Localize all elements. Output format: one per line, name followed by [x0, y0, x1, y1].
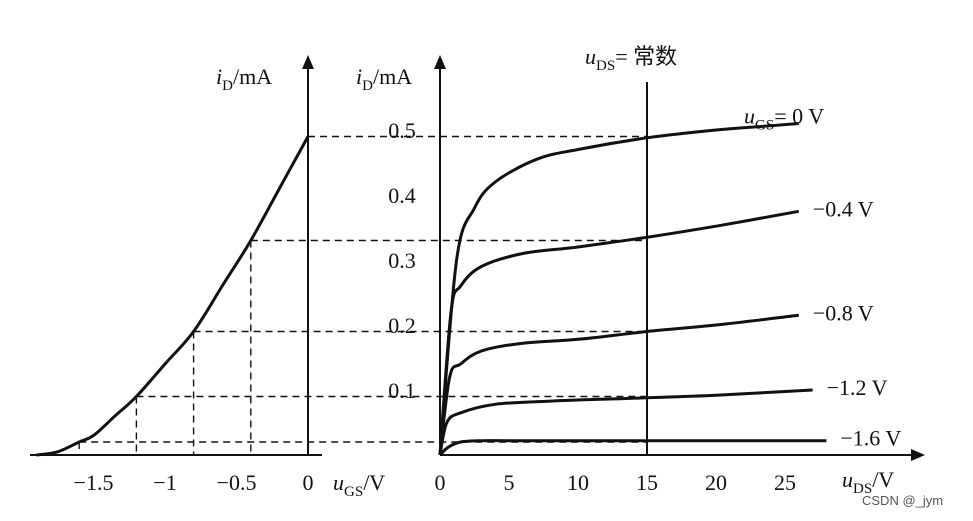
- output-curve-series: [438, 313, 799, 456]
- output-x-tick-label: 0: [435, 470, 446, 495]
- output-chart: 0 5 10 15 20 25 0.1 0.2 0.3 0.4 0.5 uGS= 0 V −0.4 …: [356, 44, 925, 497]
- output-curve-series: [438, 388, 813, 456]
- output-x-tick-labels: 0 5 10 15 20 25: [435, 470, 797, 495]
- output-x-tick-label: 20: [705, 470, 727, 495]
- transfer-x-label-unit: /V: [363, 470, 385, 495]
- transfer-guide-lines: [78, 135, 647, 455]
- output-y-tick-label: 0.4: [388, 183, 416, 208]
- output-curve-label: −0.8 V: [813, 300, 874, 325]
- output-curve-series: [438, 439, 827, 457]
- output-curve-series: [438, 122, 799, 456]
- transfer-y-label-sub: D: [222, 78, 233, 94]
- constant-line-label: uDS= 常数: [585, 44, 677, 74]
- transfer-x-tick-label: −1.5: [74, 470, 114, 495]
- output-x-label-unit: /V: [872, 467, 894, 492]
- output-y-tick-label: 0.1: [388, 378, 416, 403]
- transfer-y-axis-label: iD/mA: [216, 64, 272, 94]
- transfer-x-tick-label: −0.5: [217, 470, 257, 495]
- output-x-tick-label: 25: [774, 470, 796, 495]
- output-y-axis-label: iD/mA: [356, 64, 412, 94]
- output-y-label-sub: D: [362, 78, 373, 94]
- output-x-tick-label: 15: [636, 470, 658, 495]
- transfer-x-tick-labels: −1.5 −1 −0.5 0: [74, 470, 314, 495]
- output-curve-labels: uGS= 0 V −0.4 V −0.8 V −1.2 V −1.6 V: [744, 104, 901, 451]
- transfer-x-tick-label: 0: [303, 470, 314, 495]
- transfer-chart: −1.5 −1 −0.5 0 iD/mA uGS/V: [30, 55, 647, 500]
- output-curve-label: uGS= 0 V: [744, 104, 824, 134]
- constant-label-rest: = 常数: [615, 44, 677, 69]
- output-y-tick-label: 0.2: [388, 313, 416, 338]
- output-y-tick-labels: 0.1 0.2 0.3 0.4 0.5: [388, 118, 416, 403]
- output-x-tick-label: 10: [567, 470, 589, 495]
- transfer-y-label-main: i: [216, 64, 222, 89]
- watermark-text: CSDN @_jym: [862, 493, 943, 508]
- output-curve-label: −0.4 V: [813, 196, 874, 221]
- output-y-tick-label: 0.3: [388, 248, 416, 273]
- output-x-tick-label: 5: [504, 470, 515, 495]
- constant-label-main: u: [585, 44, 596, 69]
- transfer-x-axis-label: uGS/V: [333, 470, 385, 500]
- constant-label-sub: DS: [596, 58, 615, 74]
- output-curves-group: [438, 122, 827, 457]
- output-x-label-sub: DS: [853, 481, 872, 497]
- output-curve-series: [438, 209, 800, 456]
- output-curve-label: −1.2 V: [827, 375, 888, 400]
- transfer-x-label-sub: GS: [344, 484, 363, 500]
- output-x-axis-label: uDS/V: [842, 467, 894, 497]
- transfer-x-tick-label: −1: [153, 470, 176, 495]
- output-curve-label: −1.6 V: [840, 426, 901, 451]
- transfer-x-label-main: u: [333, 470, 344, 495]
- transfer-curve-group: [36, 135, 310, 457]
- transfer-y-label-unit: /mA: [233, 64, 272, 89]
- output-y-tick-label: 0.5: [388, 118, 416, 143]
- output-x-label-main: u: [842, 467, 853, 492]
- transfer-curve: [36, 135, 310, 457]
- output-y-label-main: i: [356, 64, 362, 89]
- output-y-label-unit: /mA: [373, 64, 412, 89]
